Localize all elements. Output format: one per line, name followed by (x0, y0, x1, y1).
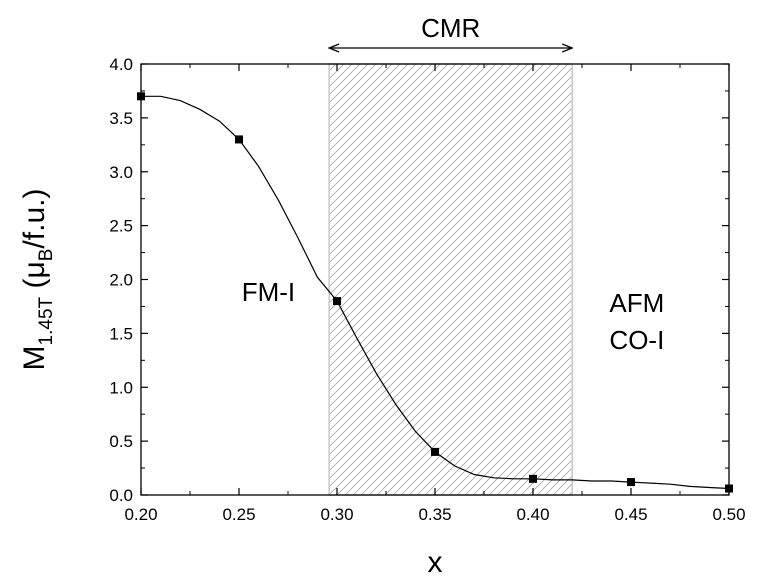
region-label-line: FM-I (242, 277, 295, 307)
region-label-line: CO-I (609, 325, 664, 355)
y-axis-ticks: 0.0 0.5 1.0 1.5 2.0 2.5 3.0 3.5 4.0 (109, 55, 729, 505)
y-axis-title-unit-sub: B (36, 249, 57, 262)
y-tick-label: 0.5 (109, 432, 133, 451)
y-axis-title-close: /f.u.) (18, 189, 51, 249)
region-label-fm: FM-I (242, 277, 295, 307)
data-point (333, 297, 341, 306)
x-tick-label: 0.40 (516, 505, 549, 524)
y-tick-label: 0.0 (109, 486, 133, 505)
x-tick-label: 0.30 (320, 505, 353, 524)
y-axis-title-sub: 1.45T (36, 296, 57, 345)
x-axis-ticks: 0.20 0.25 0.30 0.35 0.40 0.45 0.50 (124, 64, 746, 524)
data-point (431, 447, 439, 456)
y-tick-label: 4.0 (109, 55, 133, 74)
region-annotations: FM-I AFM CO-I (242, 277, 665, 355)
x-axis-title: x (428, 546, 443, 579)
y-tick-label: 2.5 (109, 217, 133, 236)
region-label-afm: AFM CO-I (609, 288, 664, 355)
x-tick-label: 0.20 (124, 505, 157, 524)
x-tick-label: 0.50 (712, 505, 745, 524)
y-tick-label: 2.0 (109, 271, 133, 290)
x-tick-label: 0.45 (614, 505, 647, 524)
cmr-region-band (328, 63, 573, 496)
y-axis-title: M1.45T (μB/f.u.) (18, 189, 57, 371)
y-tick-label: 3.0 (109, 163, 133, 182)
x-tick-label: 0.35 (418, 505, 451, 524)
x-tick-label: 0.25 (222, 505, 255, 524)
y-axis-title-base: M (18, 345, 51, 370)
y-tick-label: 3.5 (109, 109, 133, 128)
data-point (627, 478, 635, 487)
data-point (235, 135, 243, 144)
region-label-line: AFM (609, 288, 664, 318)
y-tick-label: 1.5 (109, 324, 133, 343)
cmr-label: CMR (421, 13, 480, 43)
data-point (529, 474, 537, 483)
y-axis-title-open: (μ (18, 261, 51, 297)
y-tick-label: 1.0 (109, 378, 133, 397)
